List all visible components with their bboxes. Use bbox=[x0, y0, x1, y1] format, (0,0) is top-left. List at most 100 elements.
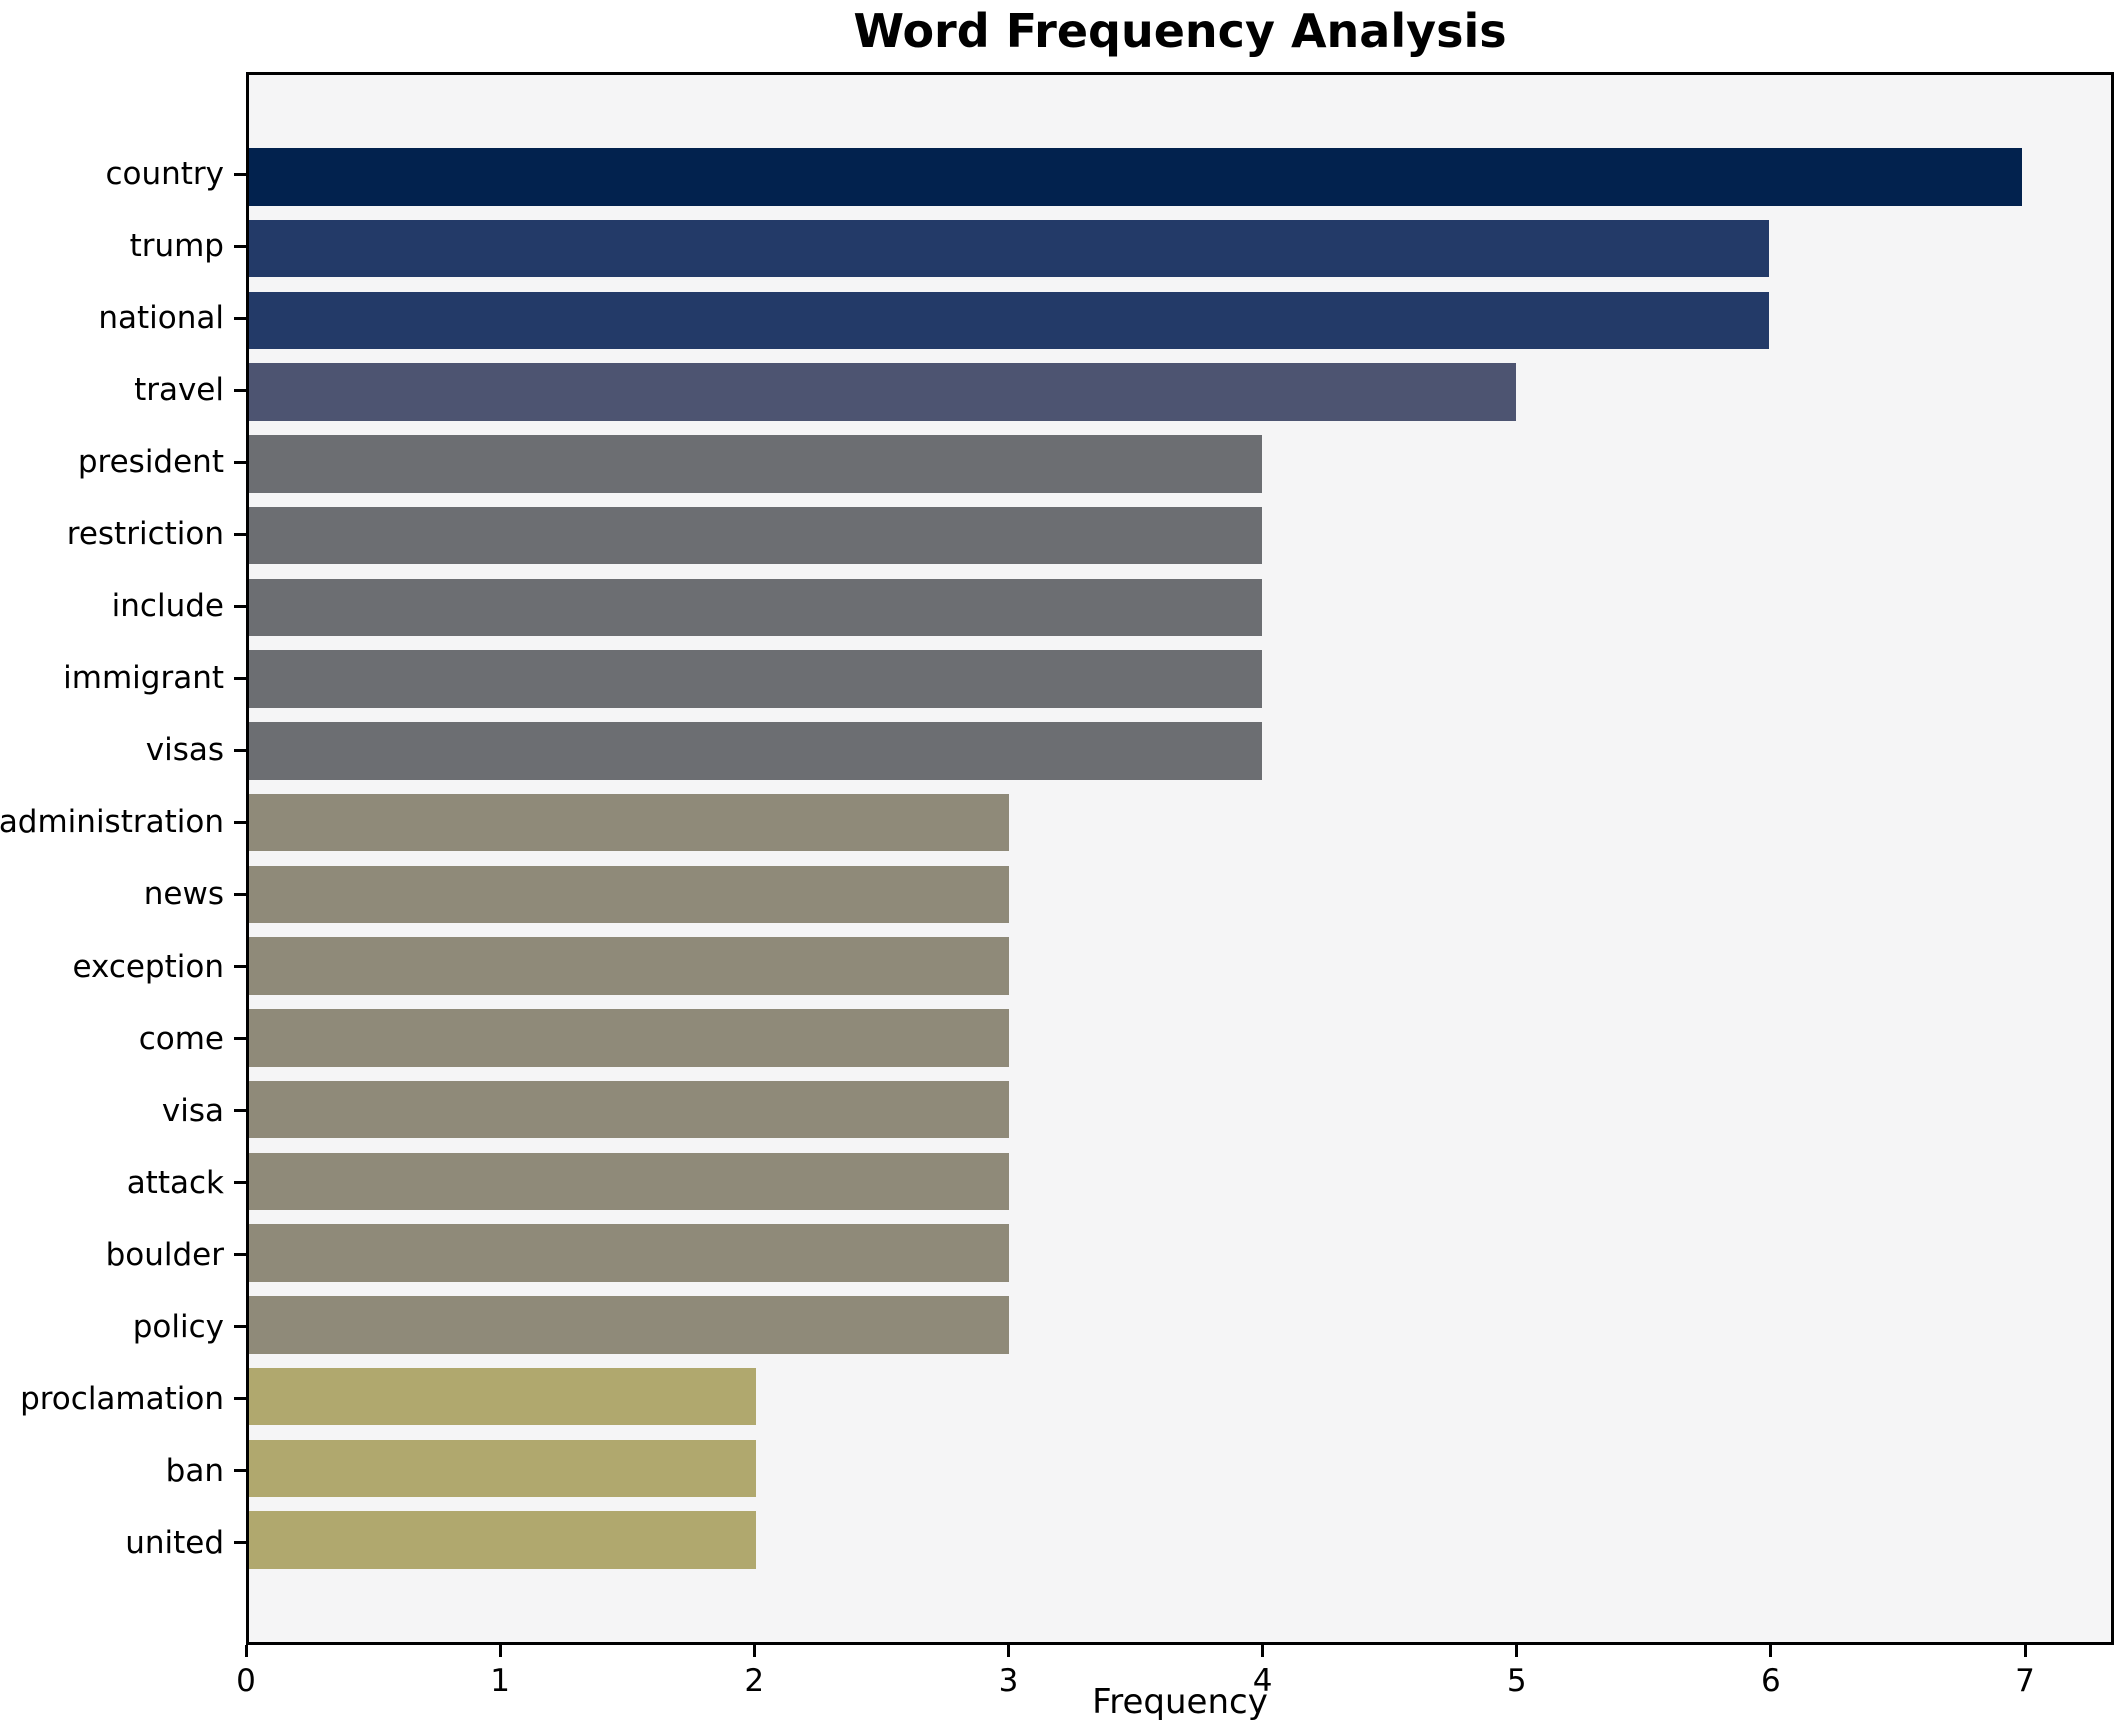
y-row: immigrant bbox=[0, 642, 246, 714]
y-tick-label-visas: visas bbox=[145, 732, 224, 769]
bar-row bbox=[249, 643, 2111, 715]
x-tick-mark bbox=[2023, 1645, 2027, 1657]
bar-travel bbox=[249, 363, 1516, 421]
y-tick-mark bbox=[234, 1253, 246, 1257]
bar-row bbox=[249, 1217, 2111, 1289]
y-tick-label-immigrant: immigrant bbox=[63, 660, 224, 697]
y-tick-label-news: news bbox=[143, 876, 224, 913]
bar-proclamation bbox=[249, 1367, 756, 1426]
y-tick-label-proclamation: proclamation bbox=[20, 1380, 224, 1417]
bar-president bbox=[249, 435, 1263, 493]
y-row: policy bbox=[0, 1291, 246, 1363]
y-tick-mark bbox=[234, 965, 246, 969]
y-row: visas bbox=[0, 714, 246, 786]
y-tick-mark bbox=[234, 1109, 246, 1113]
y-row: proclamation bbox=[0, 1363, 246, 1435]
y-tick-mark bbox=[234, 1181, 246, 1185]
y-tick-label-president: president bbox=[77, 444, 224, 481]
bar-row bbox=[249, 1146, 2111, 1218]
y-tick-mark bbox=[234, 1397, 246, 1401]
bar-row bbox=[249, 1504, 2111, 1576]
y-tick-mark bbox=[234, 532, 246, 536]
y-axis: country trump national travel president restr… bbox=[0, 72, 246, 1645]
bar-row bbox=[249, 930, 2111, 1002]
bar-national bbox=[249, 291, 1769, 350]
x-tick-mark bbox=[1515, 1645, 1519, 1657]
y-tick-label-country: country bbox=[105, 156, 224, 193]
bar-row bbox=[249, 572, 2111, 644]
y-tick-label-visa: visa bbox=[161, 1092, 224, 1129]
bar-row bbox=[249, 787, 2111, 859]
y-tick-label-trump: trump bbox=[129, 228, 224, 265]
y-tick-label-exception: exception bbox=[72, 948, 224, 985]
y-tick-label-come: come bbox=[138, 1020, 224, 1057]
bar-attack bbox=[249, 1152, 1009, 1211]
y-row: travel bbox=[0, 354, 246, 426]
y-row: ban bbox=[0, 1435, 246, 1507]
y-row: exception bbox=[0, 931, 246, 1003]
y-tick-mark bbox=[234, 460, 246, 464]
bar-trump bbox=[249, 219, 1769, 278]
y-row: visa bbox=[0, 1075, 246, 1147]
x-tick-label-2: 2 bbox=[744, 1663, 765, 1699]
x-tick-label-0: 0 bbox=[236, 1663, 256, 1699]
x-tick-label-5: 5 bbox=[1506, 1663, 1527, 1699]
y-tick-mark bbox=[234, 820, 246, 824]
bar-ban bbox=[249, 1439, 756, 1498]
y-row: news bbox=[0, 858, 246, 930]
bar-visas bbox=[249, 722, 1263, 780]
x-tick-label-1: 1 bbox=[490, 1663, 511, 1699]
bar-row bbox=[249, 141, 2111, 213]
y-tick-label-united: united bbox=[125, 1524, 224, 1561]
bar-visa bbox=[249, 1080, 1009, 1139]
y-tick-label-policy: policy bbox=[132, 1308, 224, 1345]
y-tick-label-ban: ban bbox=[165, 1452, 224, 1489]
bar-come bbox=[249, 1009, 1009, 1067]
bar-boulder bbox=[249, 1224, 1009, 1282]
x-axis-label: Frequency bbox=[1092, 1682, 1268, 1722]
y-tick-mark bbox=[234, 388, 246, 392]
bar-row bbox=[249, 356, 2111, 428]
chart-title: Word Frequency Analysis bbox=[853, 4, 1507, 58]
x-tick-mark bbox=[244, 1645, 248, 1657]
y-row: administration bbox=[0, 786, 246, 858]
y-row: include bbox=[0, 570, 246, 642]
y-tick-mark bbox=[234, 244, 246, 248]
y-row: trump bbox=[0, 210, 246, 282]
bar-restriction bbox=[249, 506, 1263, 565]
y-tick-mark bbox=[234, 604, 246, 608]
y-row: come bbox=[0, 1003, 246, 1075]
bar-row bbox=[249, 428, 2111, 500]
bar-row bbox=[249, 500, 2111, 572]
bar-policy bbox=[249, 1296, 1009, 1354]
bars-container bbox=[249, 75, 2111, 1642]
y-tick-label-administration: administration bbox=[0, 804, 224, 841]
y-tick-mark bbox=[234, 172, 246, 176]
y-row: national bbox=[0, 282, 246, 354]
bar-country bbox=[249, 148, 2023, 206]
y-tick-mark bbox=[234, 1037, 246, 1041]
bar-united bbox=[249, 1511, 756, 1569]
bar-include bbox=[249, 578, 1263, 637]
bar-exception bbox=[249, 937, 1009, 995]
bar-administration bbox=[249, 793, 1009, 852]
x-tick-mark bbox=[1006, 1645, 1010, 1657]
y-row: restriction bbox=[0, 498, 246, 570]
y-row: country bbox=[0, 138, 246, 210]
x-axis: 0 1 2 3 4 5 6 7 bbox=[236, 1645, 2114, 1705]
bar-news bbox=[249, 865, 1009, 924]
x-tick-label-7: 7 bbox=[2015, 1663, 2035, 1699]
x-tick-mark bbox=[752, 1645, 756, 1657]
plot-area bbox=[246, 72, 2114, 1645]
bar-row bbox=[249, 859, 2111, 931]
bar-row bbox=[249, 1002, 2111, 1074]
x-tick-label-3: 3 bbox=[998, 1663, 1019, 1699]
bar-row bbox=[249, 213, 2111, 285]
x-tick-mark bbox=[498, 1645, 502, 1657]
y-tick-label-national: national bbox=[98, 300, 224, 337]
x-tick-label-4: 4 bbox=[1252, 1663, 1273, 1699]
bar-row bbox=[249, 285, 2111, 357]
y-row: boulder bbox=[0, 1219, 246, 1291]
bar-row bbox=[249, 1289, 2111, 1361]
